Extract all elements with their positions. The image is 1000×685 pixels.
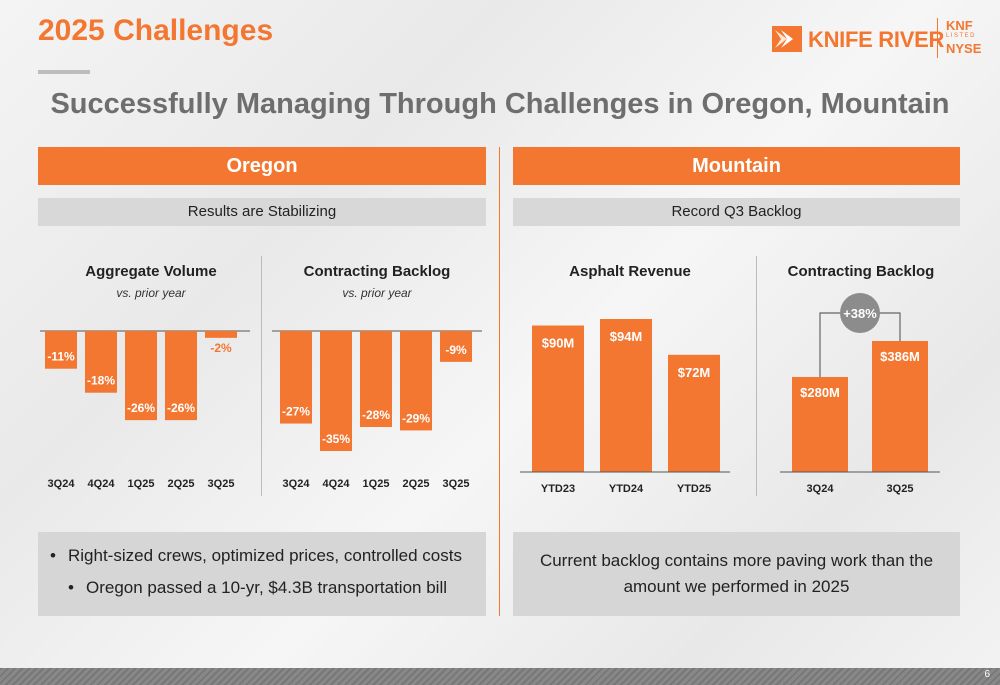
logo-wordmark: KNIFE RIVER [808, 27, 945, 52]
bar-label: -26% [127, 401, 155, 415]
bar [45, 331, 77, 369]
asphalt-revenue-chart: $90M YTD23 $94M YTD24 $72M YTD25 [520, 319, 730, 495]
bar-label: $386M [880, 349, 920, 364]
oregon-subheading: Results are Stabilizing [38, 198, 486, 226]
bar-label: -9% [445, 343, 467, 357]
mountain-subheading: Record Q3 Backlog [513, 198, 960, 226]
logo-divider [937, 18, 938, 58]
bar [668, 354, 720, 472]
bar [320, 331, 352, 451]
bar [125, 331, 157, 421]
category-label: YTD23 [541, 483, 575, 495]
category-label: 3Q25 [208, 478, 235, 490]
bullet-item: • Right-sized crews, optimized prices, co… [50, 546, 462, 565]
bar [205, 331, 237, 338]
chart-title-asphalt-revenue: Asphalt Revenue [569, 263, 691, 280]
logo-listed: LISTED [946, 33, 977, 39]
category-label: 3Q24 [283, 478, 311, 490]
oregon-chart-divider [261, 256, 262, 496]
bar-label: $280M [800, 385, 840, 400]
bullet-item: • Oregon passed a 10-yr, $4.3B transporta… [68, 578, 447, 597]
growth-badge [840, 293, 880, 333]
mountain-note: Current backlog contains more paving wor… [539, 551, 934, 596]
category-label: 1Q25 [128, 478, 155, 490]
oregon-heading: Oregon [38, 147, 486, 185]
category-label: 2Q25 [403, 478, 430, 490]
category-label: YTD25 [677, 483, 711, 495]
footer-bar [0, 668, 1000, 685]
chart-subtitle-aggregate-volume: vs. prior year [116, 286, 186, 300]
mountain-note-box: Current backlog contains more paving wor… [513, 532, 960, 616]
page-number: 6 [984, 669, 990, 680]
mountain-heading: Mountain [513, 147, 960, 185]
knife-river-logo: KNIFE RIVER KNF LISTED NYSE [772, 18, 982, 60]
category-label: 1Q25 [363, 478, 390, 490]
category-label: 4Q24 [88, 478, 116, 490]
region-divider [499, 147, 500, 616]
category-label: 3Q25 [443, 478, 470, 490]
bar [360, 331, 392, 427]
category-label: 4Q24 [323, 478, 351, 490]
bar-label: -28% [362, 408, 390, 422]
bar [600, 319, 652, 472]
category-label: 2Q25 [168, 478, 195, 490]
bar-label: $94M [610, 329, 643, 344]
bar [792, 376, 848, 472]
logo-ticker: KNF [946, 18, 973, 33]
mountain-backlog-chart: $280M 3Q24 $386M 3Q25 +38% [780, 293, 940, 495]
aggregate-volume-chart: -11% 3Q24 -18% 4Q24 -26% 1Q25 -26% 2Q25 -2% 3Q25 [40, 330, 250, 490]
category-label: 3Q24 [807, 483, 835, 495]
chart-title-mountain-backlog: Contracting Backlog [787, 263, 935, 280]
logo-exchange: NYSE [946, 41, 982, 56]
bar-label: -18% [87, 374, 115, 388]
mountain-chart-divider [756, 256, 757, 496]
bar-label: -11% [47, 350, 75, 364]
bar-label: -26% [167, 401, 195, 415]
category-label: 3Q24 [48, 478, 76, 490]
bar-label: -2% [210, 341, 232, 355]
oregon-backlog-chart: -27% 3Q24 -35% 4Q24 -28% 1Q25 -29% 2Q25 -9% 3Q25 [272, 330, 482, 490]
chart-subtitle-oregon-backlog: vs. prior year [342, 286, 412, 300]
category-label: 3Q25 [887, 483, 914, 495]
knife-river-chevron-logo-icon [772, 26, 802, 52]
bullet-text: Right-sized crews, optimized prices, con… [68, 546, 462, 565]
oregon-bullets-box: • Right-sized crews, optimized prices, co… [38, 532, 486, 616]
bar [872, 341, 928, 472]
chart-title-oregon-backlog: Contracting Backlog [303, 263, 451, 280]
bar-label: -27% [282, 405, 310, 419]
bar-label: -29% [402, 411, 430, 425]
bar [400, 331, 432, 431]
bar [440, 331, 472, 362]
bar [85, 331, 117, 393]
category-label: YTD24 [609, 483, 644, 495]
bullet-text: Oregon passed a 10-yr, $4.3B transportat… [86, 578, 447, 597]
bar [532, 325, 584, 472]
bar-label: $90M [542, 336, 575, 351]
growth-badge-label: +38% [843, 306, 877, 321]
bar [280, 331, 312, 424]
title-underline [38, 70, 90, 74]
chart-title-aggregate-volume: Aggregate Volume [85, 263, 217, 280]
bar-label: -35% [322, 432, 350, 446]
bar [165, 331, 197, 421]
bar-label: $72M [678, 365, 711, 380]
slide-title: 2025 Challenges [38, 14, 274, 47]
slide-headline: Successfully Managing Through Challenges… [50, 88, 950, 120]
